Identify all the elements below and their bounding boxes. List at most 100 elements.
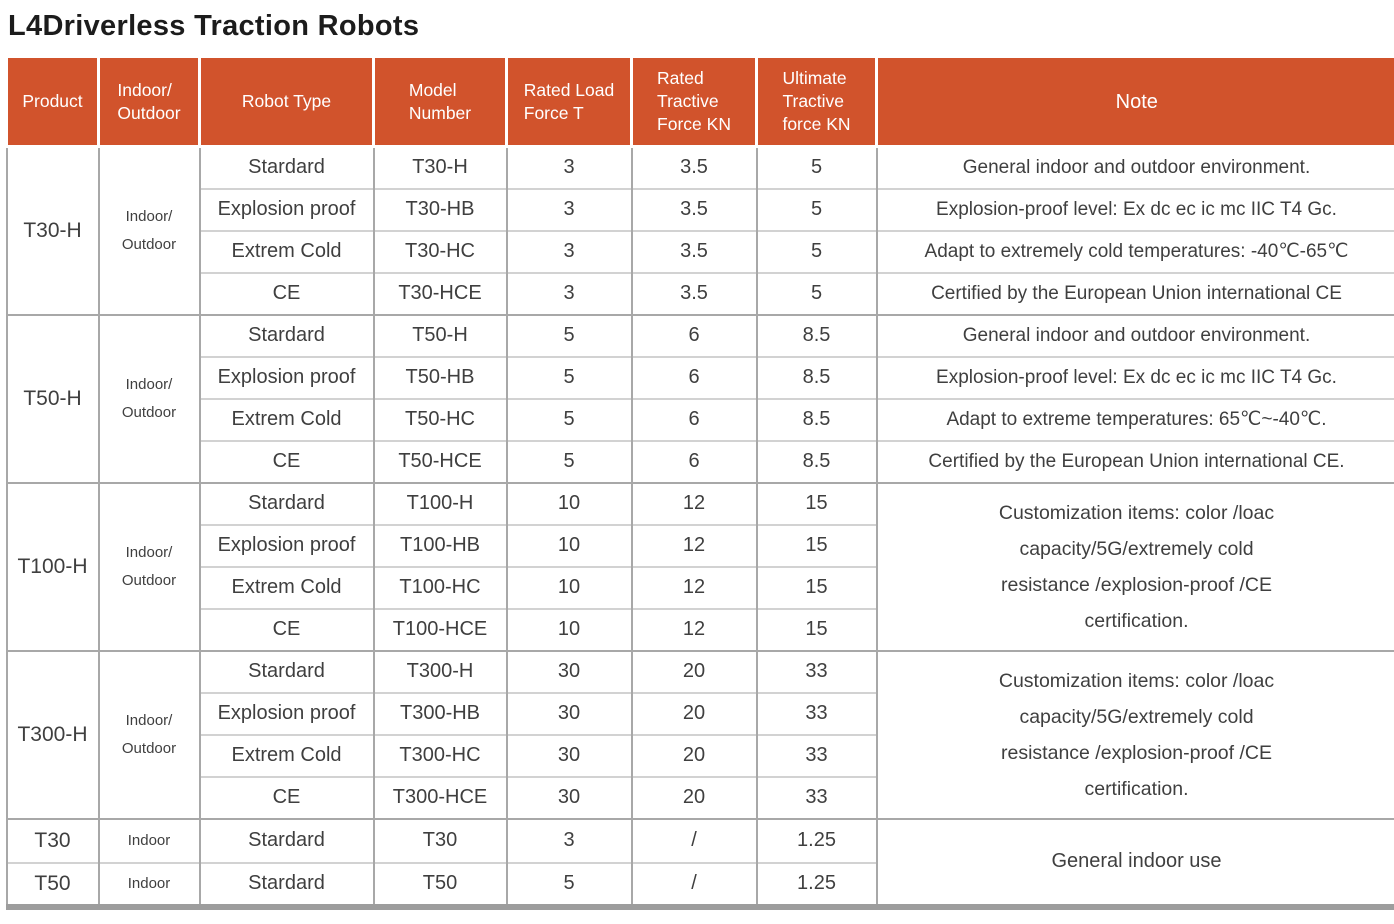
cell-ultimate-tractive: 5 (755, 145, 878, 189)
cell-model-number: T100-HC (372, 565, 508, 609)
header-rated-tractive-label: Rated Tractive Force KN (657, 68, 731, 134)
cell-rated-tractive: 12 (630, 607, 758, 651)
cell-rated-load: 30 (505, 649, 633, 693)
cell-rated-tractive: 20 (630, 775, 758, 819)
cell-ultimate-tractive: 15 (755, 607, 878, 651)
cell-model-number: T50-HC (372, 397, 508, 441)
cell-rated-tractive: 12 (630, 565, 758, 609)
cell-rated-tractive: 3.5 (630, 271, 758, 315)
header-rated-load-label: Rated Load Force T (523, 79, 615, 123)
cell-note: Adapt to extremely cold temperatures: -4… (875, 229, 1394, 273)
table-row: Explosion proof T100-HB 10 12 15 (7, 523, 1394, 567)
cell-ultimate-tractive: 33 (755, 691, 878, 735)
cell-ultimate-tractive: 15 (755, 523, 878, 567)
cell-ultimate-tractive: 8.5 (755, 439, 878, 483)
note-text: Certified by the European Union internat… (931, 282, 1342, 304)
table-row: Explosion proof T50-HB 5 6 8.5 Explosion… (7, 355, 1394, 399)
cell-model-number: T50 (372, 861, 508, 910)
cell-rated-tractive: 6 (630, 355, 758, 399)
cell-rated-load: 3 (505, 187, 633, 231)
cell-product: T50-H (5, 313, 100, 483)
cell-note-merged: Customization items: color /loac capacit… (875, 649, 1394, 819)
header-ultimate-tractive: Ultimate Tractive force KN (755, 55, 878, 148)
note-text: General indoor and outdoor environment. (962, 324, 1311, 346)
header-rated-tractive: Rated Tractive Force KN (630, 55, 758, 148)
cell-model-number: T50-HB (372, 355, 508, 399)
cell-robot-type: Stardard (198, 481, 375, 525)
table-row: Extrem Cold T50-HC 5 6 8.5 Adapt to extr… (7, 397, 1394, 441)
cell-robot-type: Extrem Cold (198, 733, 375, 777)
cell-ultimate-tractive: 5 (755, 187, 878, 231)
cell-robot-type: CE (198, 607, 375, 651)
note-text: Adapt to extreme temperatures: 65℃~-40℃. (946, 409, 1327, 430)
table-row: Extrem Cold T300-HC 30 20 33 (7, 733, 1394, 777)
cell-robot-type: Explosion proof (198, 523, 375, 567)
cell-model-number: T100-HCE (372, 607, 508, 651)
note-text: General indoor use (1051, 850, 1222, 872)
cell-rated-load: 10 (505, 481, 633, 525)
table-row: T30-H Indoor/ Outdoor Stardard T30-H 3 3… (5, 145, 1394, 315)
cell-rated-load: 5 (505, 313, 633, 357)
cell-robot-type: Explosion proof (198, 355, 375, 399)
cell-note: General indoor and outdoor environment. (875, 313, 1394, 357)
cell-rated-tractive: 3.5 (630, 145, 758, 189)
table-row: Explosion proof T300-HB 30 20 33 (7, 691, 1394, 735)
cell-robot-type: Stardard (198, 817, 375, 863)
spec-table: Product Indoor/ Outdoor Robot Type Model… (5, 55, 1394, 910)
cell-rated-load: 5 (505, 439, 633, 483)
cell-robot-type: Explosion proof (198, 187, 375, 231)
header-robot-type-label: Robot Type (241, 91, 332, 112)
cell-rated-tractive: 6 (630, 439, 758, 483)
cell-rated-load: 30 (505, 775, 633, 819)
cell-model-number: T30-HB (372, 187, 508, 231)
header-rated-load: Rated Load Force T (505, 55, 633, 148)
header-environment-label: Indoor/ Outdoor (117, 79, 181, 123)
table-header: Product Indoor/ Outdoor Robot Type Model… (5, 55, 1394, 148)
header-note-label: Note (1115, 90, 1158, 113)
cell-model-number: T300-HC (372, 733, 508, 777)
cell-environment: Indoor/ Outdoor (97, 649, 201, 819)
cell-ultimate-tractive: 5 (755, 229, 878, 273)
cell-rated-tractive: / (630, 861, 758, 910)
cell-note: Adapt to extreme temperatures: 65℃~-40℃. (875, 397, 1394, 441)
cell-note-merged: Customization items: color /loac capacit… (875, 481, 1394, 651)
cell-ultimate-tractive: 33 (755, 649, 878, 693)
cell-rated-load: 5 (505, 861, 633, 910)
cell-environment: Indoor/ Outdoor (97, 313, 201, 483)
cell-note: Explosion-proof level: Ex dc ec ic mc II… (875, 355, 1394, 399)
cell-ultimate-tractive: 8.5 (755, 355, 878, 399)
table-row: T100-H Indoor/ Outdoor Stardard T100-H 1… (5, 481, 1394, 651)
header-environment: Indoor/ Outdoor (97, 55, 201, 148)
cell-robot-type: Extrem Cold (198, 229, 375, 273)
cell-robot-type: CE (198, 271, 375, 315)
table-row: Explosion proof T30-HB 3 3.5 5 Explosion… (7, 187, 1394, 231)
cell-product: T300-H (5, 649, 100, 819)
table-row: T50 Indoor Stardard T50 5 / 1.25 (5, 861, 1394, 910)
cell-ultimate-tractive: 33 (755, 775, 878, 819)
note-text: Explosion-proof level: Ex dc ec ic mc II… (936, 366, 1337, 388)
cell-rated-load: 10 (505, 565, 633, 609)
cell-ultimate-tractive: 1.25 (755, 861, 878, 910)
table-row: Extrem Cold T100-HC 10 12 15 (7, 565, 1394, 609)
cell-robot-type: Stardard (198, 861, 375, 910)
cell-product: T100-H (5, 481, 100, 651)
cell-note-merged: General indoor use (875, 817, 1394, 910)
cell-model-number: T100-H (372, 481, 508, 525)
header-ultimate-tractive-label: Ultimate Tractive force KN (782, 68, 851, 134)
cell-ultimate-tractive: 8.5 (755, 397, 878, 441)
cell-ultimate-tractive: 8.5 (755, 313, 878, 357)
cell-robot-type: Extrem Cold (198, 565, 375, 609)
cell-environment: Indoor (97, 861, 201, 910)
cell-model-number: T30-HC (372, 229, 508, 273)
cell-rated-tractive: 20 (630, 733, 758, 777)
header-product: Product (5, 55, 100, 148)
cell-model-number: T30-HCE (372, 271, 508, 315)
header-note: Note (875, 55, 1394, 148)
header-model-number-label: Model Number (408, 79, 472, 123)
cell-rated-tractive: 12 (630, 523, 758, 567)
cell-product: T50 (5, 861, 100, 910)
cell-rated-load: 3 (505, 229, 633, 273)
cell-model-number: T50-H (372, 313, 508, 357)
page-title: L4Driverless Traction Robots (8, 10, 420, 42)
cell-note: Certified by the European Union internat… (875, 439, 1394, 483)
